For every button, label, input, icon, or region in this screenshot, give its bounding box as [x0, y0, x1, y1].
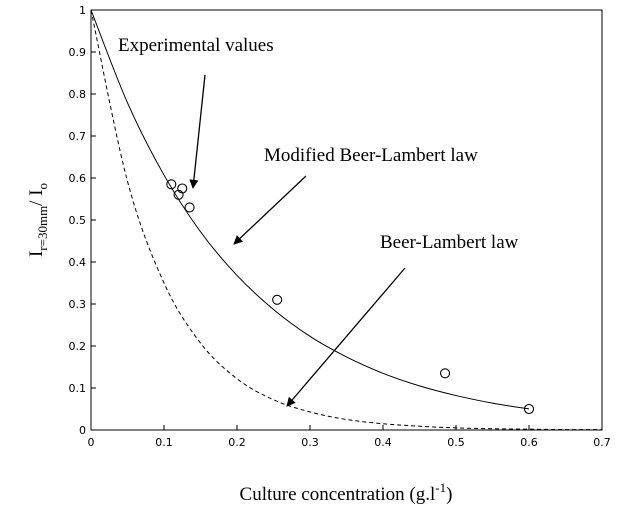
x-label-close: )	[446, 484, 452, 505]
arrow	[286, 267, 406, 407]
x-tick-label: 0.3	[301, 436, 319, 449]
plot-frame	[90, 9, 603, 431]
x-tick-label: 0	[88, 436, 95, 449]
y-tick-label: 0.1	[69, 382, 87, 395]
y-axis-label: Ir=30mm/ Io	[26, 183, 50, 257]
x-tick-label: 0.5	[447, 436, 465, 449]
y-label-part: I	[26, 251, 47, 257]
data-point	[439, 368, 451, 379]
curve	[90, 9, 603, 431]
y-tick-label: 0	[79, 424, 86, 437]
y-tick-label: 0.3	[69, 298, 87, 311]
arrow	[189, 74, 206, 189]
annotation: Beer-Lambert law	[380, 232, 519, 253]
arrow	[233, 175, 307, 245]
x-label-text: Culture concentration (g.l	[240, 484, 436, 505]
x-tick-label: 0.4	[374, 436, 392, 449]
x-label-sup: -1	[435, 480, 446, 495]
y-label-sub: o	[35, 183, 50, 190]
annotation: Experimental values	[118, 35, 274, 56]
data-point	[177, 183, 188, 194]
data-point	[166, 179, 177, 190]
y-tick-label: 0.9	[69, 46, 87, 59]
x-tick-label: 0.6	[520, 436, 538, 449]
y-tick-label: 0.8	[69, 88, 87, 101]
curve	[90, 9, 530, 410]
x-tick-label: 0.7	[593, 436, 611, 449]
x-tick-label: 0.2	[228, 436, 246, 449]
y-tick-label: 1	[79, 4, 86, 17]
y-tick-label: 0.6	[69, 172, 87, 185]
data-point	[523, 403, 535, 415]
data-point	[184, 202, 195, 213]
annotation: Modified Beer-Lambert law	[264, 145, 478, 166]
y-tick-label: 0.2	[69, 340, 87, 353]
y-label-sub: r=30mm	[35, 206, 50, 251]
y-label-part: / I	[26, 189, 47, 205]
x-tick-label: 0.1	[155, 436, 173, 449]
y-tick-label: 0.7	[69, 130, 87, 143]
data-point	[272, 294, 283, 305]
y-tick-label: 0.5	[69, 214, 87, 227]
y-tick-label: 0.4	[69, 256, 87, 269]
x-axis-label: Culture concentration (g.l-1)	[240, 480, 453, 505]
